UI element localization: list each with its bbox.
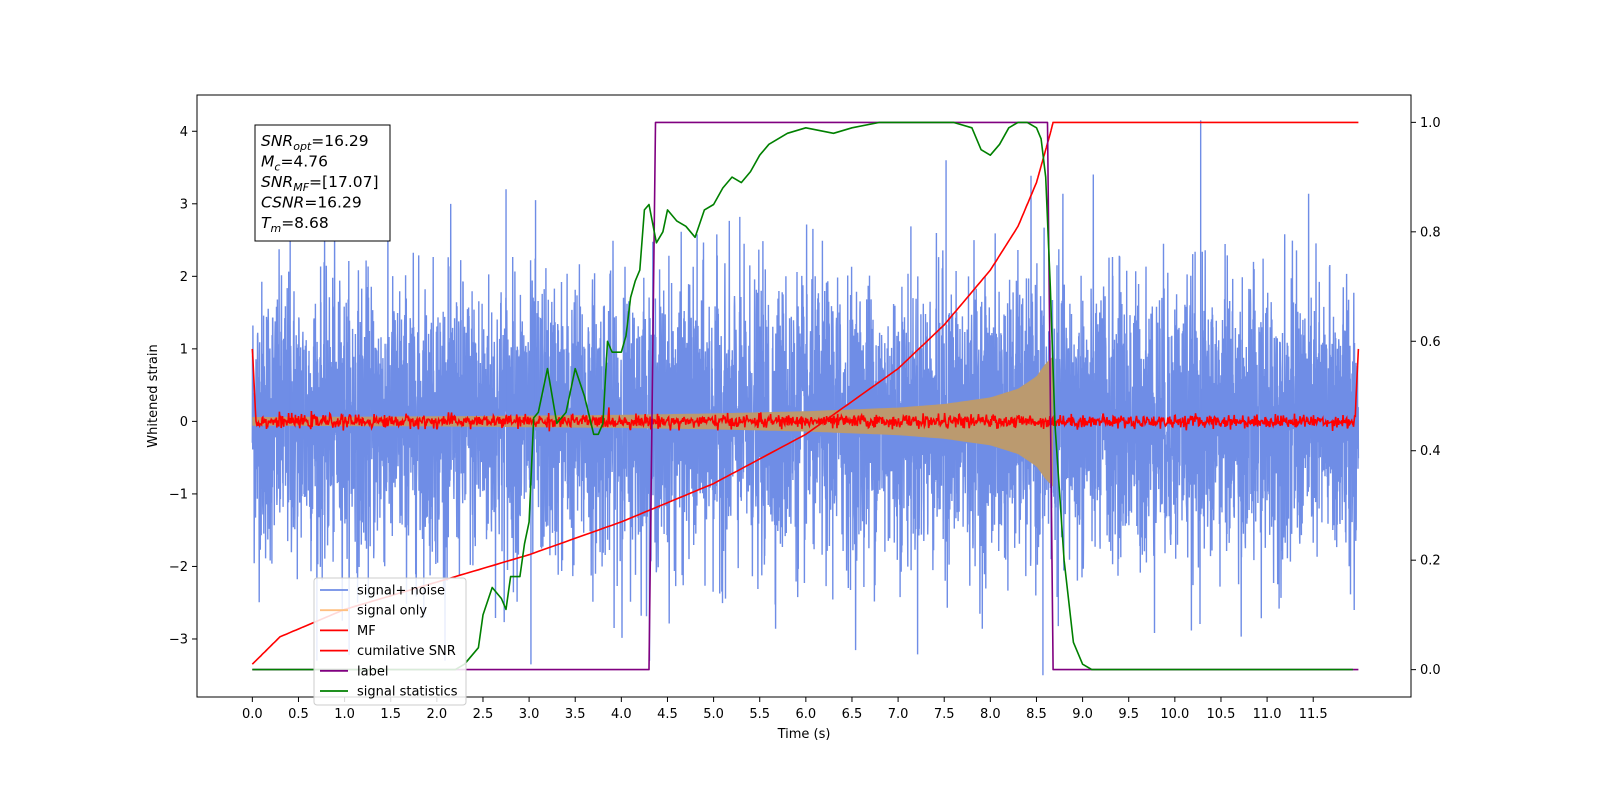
x-tick-label: 8.0 [980,707,1001,722]
legend: signal+ noise signal only MF cumilative SNR… [313,577,467,706]
y-tick-label: −3 [169,632,188,647]
y2-tick-label: 0.6 [1420,335,1441,350]
legend-label: MF [357,624,376,639]
info-box-subscript: m [270,222,281,235]
info-box-value: =16.29 [311,132,368,150]
y-axis-ticks: −3 −2 −1 0 1 2 3 4 [169,125,197,647]
x-tick-label: 4.0 [611,707,632,722]
info-box-line: SNRMF=[17.07] [261,173,379,194]
legend-label: signal only [357,604,427,619]
y2-tick-label: 0.0 [1420,663,1441,678]
x-axis-label: Time (s) [777,727,831,742]
x-tick-label: 2.0 [427,707,448,722]
info-box-line: Tm=8.68 [261,214,329,235]
y-tick-label: 2 [180,270,188,285]
y-tick-label: −2 [169,560,188,575]
x-tick-label: 7.5 [934,707,955,722]
y-tick-label: 0 [180,415,188,430]
x-tick-label: 11.5 [1299,707,1328,722]
x-tick-label: 5.0 [703,707,724,722]
info-box-line: Mc=4.76 [261,153,328,174]
x-tick-label: 11.0 [1253,707,1282,722]
x-tick-label: 3.0 [519,707,540,722]
x-tick-label: 5.5 [749,707,770,722]
x-tick-label: 2.5 [473,707,494,722]
info-box-symbol: M [261,153,274,171]
x-tick-label: 3.5 [565,707,586,722]
info-box-value: =16.29 [304,194,361,212]
plot-area [251,120,1360,676]
x-tick-label: 10.5 [1206,707,1235,722]
info-box-value: =8.68 [281,214,329,232]
x-tick-label: 1.0 [334,707,355,722]
series-signal-statistics-line [252,121,1353,671]
legend-label: signal+ noise [357,584,445,599]
legend-label: label [357,664,388,679]
y-tick-label: 1 [180,342,188,357]
x-tick-label: 0.5 [288,707,309,722]
info-box-value: =[17.07] [309,173,378,191]
info-box-value: =4.76 [280,153,328,171]
info-box-line: CSNR=16.29 [261,194,362,212]
x-tick-label: 7.0 [888,707,909,722]
info-box-line: SNRopt=16.29 [261,132,369,153]
y2-axis-ticks: 0.0 0.2 0.4 0.6 0.8 1.0 [1411,116,1441,678]
x-tick-label: 0.0 [242,707,263,722]
y2-tick-label: 0.8 [1420,225,1441,240]
legend-label: signal statistics [357,685,458,700]
info-box-frame [254,124,391,242]
x-tick-label: 8.5 [1026,707,1047,722]
y2-tick-label: 1.0 [1420,116,1441,131]
x-tick-label: 4.5 [657,707,678,722]
y-tick-label: −1 [169,487,188,502]
info-box-symbol: SNR [261,173,293,191]
legend-label: cumilative SNR [357,644,456,659]
info-box-symbol: CSNR [261,194,304,212]
x-tick-label: 9.0 [1072,707,1093,722]
y-tick-label: 3 [180,197,188,212]
axes-border [196,94,1412,698]
x-tick-label: 9.5 [1118,707,1139,722]
info-box-symbol: SNR [261,132,293,150]
info-box-subscript: MF [293,181,309,194]
y-axis-label: Whitened strain [146,344,161,447]
y2-tick-label: 0.2 [1420,554,1441,569]
y-tick-label: 4 [180,125,188,140]
info-box-subscript: opt [293,140,312,153]
series-mf-line [251,348,1360,432]
info-box: SNRopt=16.29Mc=4.76SNRMF=[17.07]CSNR=16.… [254,124,391,242]
info-box-symbol: T [261,214,272,232]
x-axis-ticks: 0.0 0.5 1.0 1.5 2.0 2.5 3.0 3.5 4.0 4.5 5.0 5.5 6.0 6… [242,697,1328,722]
y2-tick-label: 0.4 [1420,444,1441,459]
legend-frame [313,577,467,706]
x-tick-label: 6.0 [796,707,817,722]
x-tick-label: 1.5 [380,707,401,722]
x-tick-label: 10.0 [1160,707,1189,722]
axes-frame [196,94,1412,698]
info-box-subscript: c [274,161,280,174]
x-tick-label: 6.5 [842,707,863,722]
